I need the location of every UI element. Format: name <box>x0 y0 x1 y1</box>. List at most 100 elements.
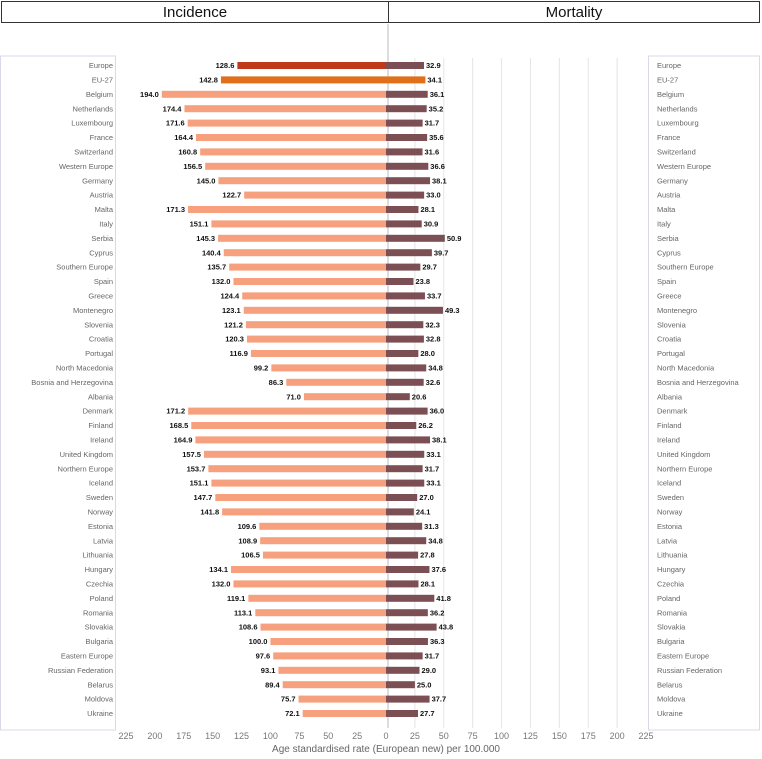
mortality-value-label: 36.3 <box>430 637 445 646</box>
category-label-right: Bulgaria <box>657 637 685 646</box>
incidence-bar <box>188 407 386 415</box>
incidence-bar <box>218 234 386 242</box>
mortality-bar <box>386 422 417 429</box>
category-label-left: Luxembourg <box>71 119 113 128</box>
category-label-right: North Macedonia <box>657 364 715 373</box>
category-label-left: Slovakia <box>85 623 114 632</box>
x-tick-label: 75 <box>294 731 304 741</box>
incidence-bar <box>211 220 386 228</box>
incidence-bar <box>184 105 386 113</box>
category-label-right: Estonia <box>657 522 683 531</box>
mortality-value-label: 28.1 <box>420 205 435 214</box>
incidence-bar <box>233 278 386 285</box>
mortality-value-label: 35.2 <box>429 104 444 113</box>
mortality-value-label: 33.1 <box>426 479 441 488</box>
incidence-value-label: 116.9 <box>230 349 248 358</box>
mortality-value-label: 27.0 <box>419 493 434 502</box>
incidence-bar <box>188 206 386 213</box>
category-label-left: Switzerland <box>74 148 113 157</box>
incidence-value-label: 108.6 <box>239 623 258 632</box>
category-label-right: Serbia <box>657 234 680 243</box>
category-label-left: Sweden <box>86 493 113 502</box>
mortality-value-label: 43.8 <box>439 623 454 632</box>
mortality-bar <box>386 76 426 84</box>
mortality-bar <box>386 350 419 357</box>
mortality-bar <box>386 695 430 703</box>
incidence-bar <box>273 652 386 660</box>
category-label-right: Luxembourg <box>657 119 699 128</box>
incidence-value-label: 174.4 <box>163 104 183 113</box>
mortality-bar <box>386 594 435 602</box>
category-label-left: France <box>90 133 113 142</box>
incidence-bar <box>161 90 386 98</box>
mortality-bar <box>386 90 428 98</box>
mortality-value-label: 32.3 <box>425 320 440 329</box>
category-label-right: Denmark <box>657 407 688 416</box>
mortality-bar <box>386 566 430 573</box>
mortality-bar <box>386 710 419 717</box>
incidence-bar <box>302 710 386 717</box>
incidence-value-label: 157.5 <box>182 450 201 459</box>
mortality-bar <box>386 321 424 329</box>
category-label-left: EU-27 <box>92 76 113 85</box>
mortality-bar <box>386 292 425 300</box>
incidence-value-label: 171.3 <box>166 205 185 214</box>
incidence-value-label: 142.8 <box>199 76 218 85</box>
incidence-value-label: 113.1 <box>234 608 252 617</box>
incidence-value-label: 97.6 <box>256 652 271 661</box>
category-label-right: Albania <box>657 392 683 401</box>
x-tick-label: 175 <box>176 731 191 741</box>
incidence-value-label: 164.4 <box>174 133 194 142</box>
mortality-bar <box>386 638 428 645</box>
category-label-right: Sweden <box>657 493 684 502</box>
incidence-bar <box>203 450 386 458</box>
category-label-right: Greece <box>657 292 682 301</box>
incidence-value-label: 128.6 <box>216 61 235 70</box>
x-tick-label: 25 <box>352 731 362 741</box>
mortality-bar <box>386 522 423 530</box>
category-label-left: Eastern Europe <box>61 652 113 661</box>
incidence-value-label: 151.1 <box>190 479 209 488</box>
mortality-bar <box>386 465 423 473</box>
mortality-value-label: 36.1 <box>430 90 445 99</box>
mortality-value-label: 27.7 <box>420 709 435 718</box>
incidence-value-label: 141.8 <box>200 508 219 517</box>
mortality-bar <box>386 177 431 185</box>
category-label-right: Belarus <box>657 680 683 689</box>
mortality-bar <box>386 378 424 386</box>
incidence-bar <box>260 623 386 631</box>
x-tick-label: 225 <box>638 731 653 741</box>
incidence-value-label: 124.4 <box>220 292 240 301</box>
x-tick-label: 50 <box>323 731 333 741</box>
category-label-right: Romania <box>657 608 688 617</box>
incidence-bar <box>195 436 386 444</box>
category-label-right: Northern Europe <box>657 464 712 473</box>
incidence-value-label: 71.0 <box>286 392 301 401</box>
mortality-bar <box>386 335 424 343</box>
incidence-bar <box>245 321 386 329</box>
mortality-value-label: 29.0 <box>422 666 437 675</box>
category-label-left: Serbia <box>91 234 114 243</box>
mortality-value-label: 33.7 <box>427 292 442 301</box>
incidence-value-label: 120.3 <box>225 335 244 344</box>
incidence-bar <box>271 364 386 372</box>
category-label-left: Germany <box>82 176 113 185</box>
mortality-value-label: 49.3 <box>445 306 460 315</box>
category-label-right: Spain <box>657 277 676 286</box>
category-label-left: Czechia <box>86 580 114 589</box>
incidence-bar <box>262 551 386 559</box>
incidence-value-label: 145.3 <box>196 234 215 243</box>
incidence-bar <box>282 681 386 689</box>
category-label-right: Portugal <box>657 349 685 358</box>
category-label-right: Southern Europe <box>657 263 714 272</box>
category-label-left: Western Europe <box>59 162 113 171</box>
category-label-left: Moldova <box>85 695 114 704</box>
incidence-bar <box>255 609 386 617</box>
x-tick-label: 125 <box>234 731 249 741</box>
incidence-value-label: 72.1 <box>285 709 300 718</box>
mortality-bar <box>386 105 427 113</box>
category-label-left: Bosnia and Herzegovina <box>31 378 114 387</box>
incidence-value-label: 89.4 <box>265 680 280 689</box>
mortality-value-label: 33.0 <box>426 191 441 200</box>
